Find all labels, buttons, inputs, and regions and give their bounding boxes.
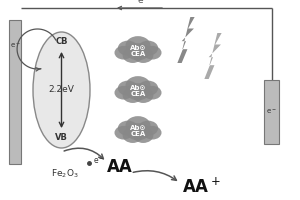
Polygon shape	[204, 33, 222, 79]
Text: e$^-$: e$^-$	[93, 156, 105, 166]
Ellipse shape	[127, 83, 149, 100]
Text: Ab⊙: Ab⊙	[130, 125, 146, 131]
Ellipse shape	[133, 88, 153, 103]
Ellipse shape	[123, 48, 143, 63]
Ellipse shape	[125, 76, 151, 95]
Text: VB: VB	[55, 134, 68, 143]
Text: Ab⊙: Ab⊙	[130, 85, 146, 91]
Ellipse shape	[33, 32, 90, 148]
Ellipse shape	[127, 43, 149, 60]
Ellipse shape	[123, 128, 143, 143]
Text: CB: CB	[55, 38, 68, 46]
Text: AA: AA	[107, 158, 133, 176]
Ellipse shape	[115, 126, 133, 140]
Ellipse shape	[125, 36, 151, 55]
Ellipse shape	[125, 116, 151, 135]
Text: 2.2eV: 2.2eV	[49, 85, 74, 94]
Ellipse shape	[143, 46, 161, 60]
Text: CEA: CEA	[130, 51, 146, 57]
Ellipse shape	[138, 121, 158, 136]
Text: CEA: CEA	[130, 131, 146, 137]
Ellipse shape	[133, 128, 153, 143]
Ellipse shape	[118, 121, 138, 136]
Ellipse shape	[127, 123, 149, 140]
Ellipse shape	[118, 41, 138, 56]
Ellipse shape	[143, 86, 161, 100]
Text: CEA: CEA	[130, 91, 146, 97]
Ellipse shape	[138, 81, 158, 96]
Ellipse shape	[115, 46, 133, 60]
Text: AA$^+$: AA$^+$	[182, 177, 220, 197]
Text: Fe$_2$O$_3$: Fe$_2$O$_3$	[51, 168, 78, 180]
Ellipse shape	[115, 86, 133, 100]
Text: e$^-$: e$^-$	[266, 108, 277, 116]
Ellipse shape	[118, 81, 138, 96]
Text: Ab⊙: Ab⊙	[130, 45, 146, 51]
Ellipse shape	[143, 126, 161, 140]
Polygon shape	[177, 17, 195, 63]
Bar	[9, 20, 21, 164]
Ellipse shape	[138, 41, 158, 56]
Ellipse shape	[133, 48, 153, 63]
Text: e$^-$: e$^-$	[10, 41, 20, 50]
Ellipse shape	[123, 88, 143, 103]
Text: e$^-$: e$^-$	[137, 0, 151, 6]
Bar	[264, 80, 279, 144]
